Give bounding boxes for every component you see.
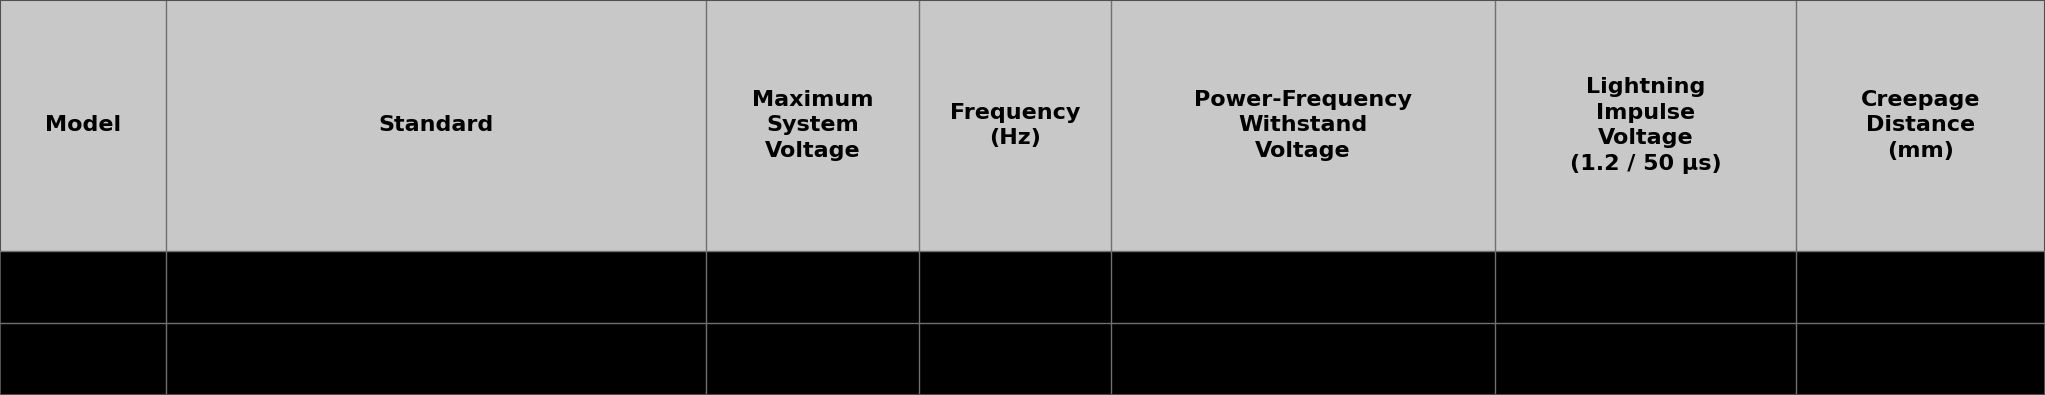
Bar <box>1110 0 1495 251</box>
Bar <box>918 251 1110 323</box>
Text: Standard: Standard <box>378 115 493 135</box>
Bar <box>1796 251 2045 323</box>
Bar <box>706 323 918 395</box>
Bar <box>1796 323 2045 395</box>
Bar <box>706 0 918 251</box>
Bar <box>0 251 166 323</box>
Bar <box>706 251 918 323</box>
Text: Model: Model <box>45 115 121 135</box>
Text: Frequency
(Hz): Frequency (Hz) <box>949 103 1080 148</box>
Bar <box>166 251 706 323</box>
Bar <box>1110 251 1495 323</box>
Bar <box>1495 0 1796 251</box>
Bar <box>0 323 166 395</box>
Bar <box>918 0 1110 251</box>
Bar <box>166 0 706 251</box>
Bar <box>1796 0 2045 251</box>
Text: Creepage
Distance
(mm): Creepage Distance (mm) <box>1861 90 1980 161</box>
Text: Power-Frequency
Withstand
Voltage: Power-Frequency Withstand Voltage <box>1194 90 1411 161</box>
Bar <box>0 0 166 251</box>
Bar <box>918 323 1110 395</box>
Bar <box>1110 323 1495 395</box>
Bar <box>1495 323 1796 395</box>
Bar <box>1495 251 1796 323</box>
Bar <box>166 323 706 395</box>
Text: Lightning
Impulse
Voltage
(1.2 / 50 μs): Lightning Impulse Voltage (1.2 / 50 μs) <box>1569 77 1722 174</box>
Text: Maximum
System
Voltage: Maximum System Voltage <box>753 90 873 161</box>
